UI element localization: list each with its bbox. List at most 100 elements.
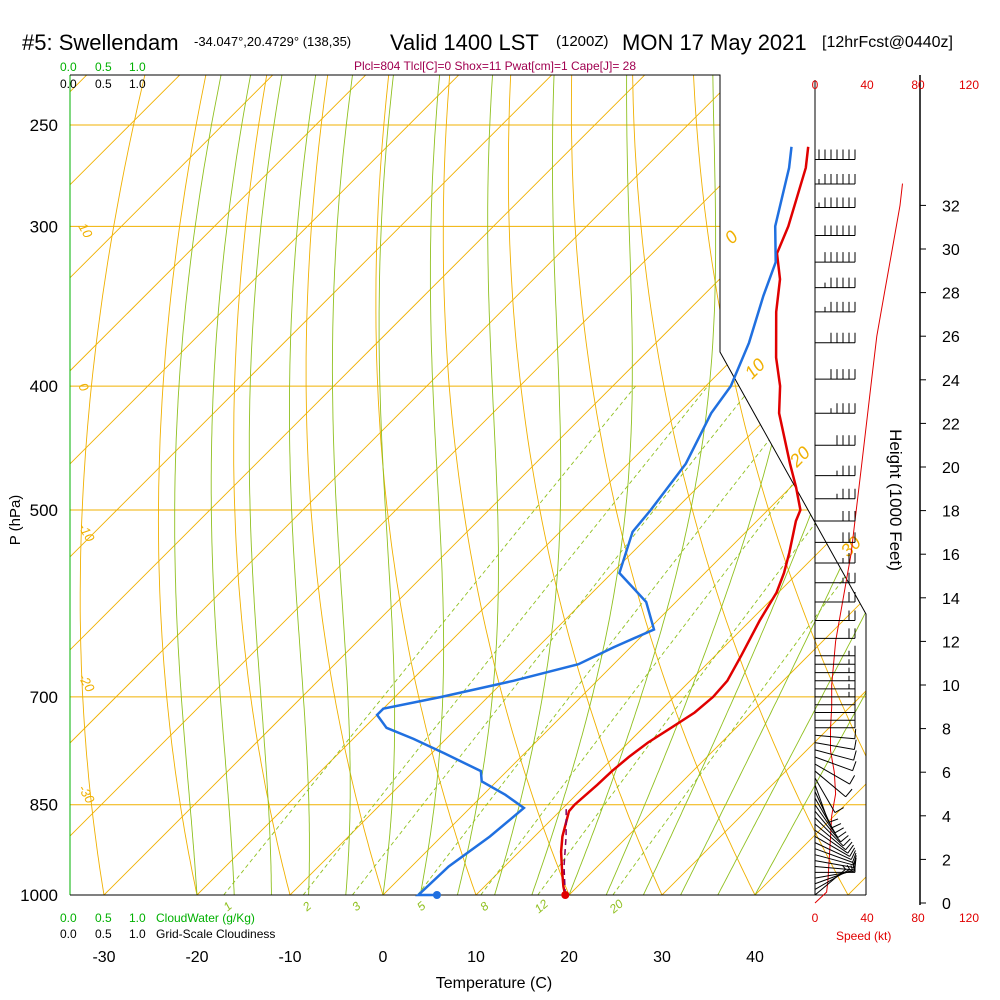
moist-adiabat-line [680,75,866,895]
plot-frame [69,74,867,896]
mixing-ratio-label: 2 [299,899,314,915]
utc-time: (1200Z) [556,33,609,50]
wind-barb-flag [852,852,857,863]
wind-barb [814,866,855,871]
temperature-tick-label: -10 [278,949,301,966]
height-tick-label: 26 [942,329,960,346]
height-tick-label: 20 [942,460,960,477]
height-tick-label: 10 [942,678,960,695]
wind-barb-flag [847,844,854,854]
dry-adiabat-label: 10 [75,220,96,241]
dry-adiabat-line [631,75,864,895]
isotherm-line [289,75,866,895]
wind-barb-flag [854,728,857,739]
mixing-ratio-line [417,385,812,895]
temperature-tick-label: -30 [92,949,115,966]
dry-adiabat-line [507,75,675,895]
wind-barb-flag [842,838,851,847]
cw-tick-top: 0.5 [95,60,112,74]
wind-barb-flag [828,818,839,823]
temperature-tick-label: 40 [746,949,764,966]
x-axis-label: Temperature (C) [436,975,552,992]
dry-adiabat-label: -10 [75,520,98,544]
moist-adiabat-line [531,75,633,895]
cw-tick-bottom: 0.5 [95,911,112,925]
speed-tick-bottom: 0 [812,911,819,925]
dry-adiabat-line [749,75,866,895]
cloud-tick-bottom: 0.0 [60,927,77,941]
cw-tick-top: 0.0 [60,60,77,74]
temperature-line [559,146,810,896]
moist-adiabat-line [568,75,717,895]
station-coords: -34.047°,20.4729° (138,35) [194,34,351,49]
series [375,146,810,899]
mixing-ratio-label: 12 [532,896,551,916]
wind-barb-flag [853,739,857,750]
dry-adiabat-label: 0 [75,380,92,394]
moist-adiabat-line [717,75,866,895]
height-tick-label: 24 [942,373,960,390]
height-tick-label: 2 [942,852,951,869]
cloud-tick-bottom: 0.5 [95,927,112,941]
isotherm-line [70,75,347,895]
dry-adiabat-line [375,75,487,895]
wind-barb-flag [853,855,857,866]
height-tick-label: 0 [942,896,951,913]
wind-barb-flag [853,750,857,761]
dry-adiabat-label: 0 [721,227,742,248]
dewpoint-line [375,146,793,897]
temperature-tick-label: 0 [379,949,388,966]
height-tick-label: 28 [942,286,960,303]
moist-adiabat-line [605,75,815,895]
isotherm-line [847,75,866,895]
mixing-ratio-line [537,385,866,895]
isotherm-line [661,75,866,895]
y-axis-label-pressure: P (hPa) [7,495,24,546]
wind-barb [814,810,842,843]
wind-barb-flag [837,831,847,838]
wind-barb-flag [840,835,849,843]
dry-adiabat-line [233,75,298,895]
wind-barb [814,742,855,751]
dry-adiabat-line [570,75,770,895]
temperature-tick-label: -20 [185,949,208,966]
height-tick-label: 22 [942,416,960,433]
parcel-line [563,804,567,896]
height-tick-label: 6 [942,765,951,782]
cloud-tick-top: 1.0 [129,77,146,91]
wind-barb-flag [834,807,844,814]
wind-barb-flag [853,857,857,868]
wind-barb [814,770,846,798]
speed-tick-top: 40 [860,78,874,92]
wind-barb-flag [852,761,857,771]
isotherm-line [70,75,719,895]
stability-indices: Plcl=804 Tlcl[C]=0 Shox=11 Pwat[cm]=1 Ca… [354,59,636,73]
wind-barb [814,823,846,851]
wind-barb-flag [849,775,856,785]
pressure-tick-label: 850 [30,796,58,815]
wind-barb [814,784,830,823]
wind-barb-flag [834,827,844,834]
cw-tick-top: 1.0 [129,60,146,74]
speed-tick-bottom: 120 [959,911,979,925]
pressure-tick-label: 300 [30,217,58,236]
height-tick-label: 12 [942,634,960,651]
wind-barb [814,749,854,761]
cloudiness-label: Grid-Scale Cloudiness [156,927,275,941]
moist-adiabat-line [289,75,329,895]
isotherm-line [941,1,1000,895]
isotherm-line [382,75,866,895]
y-axis-label-height: Height (1000 Feet) [886,429,905,571]
wind-barb [814,777,836,813]
pressure-tick-label: 700 [30,688,58,707]
mixing-ratio-label: 5 [414,899,428,914]
moist-adiabat-line [419,75,449,895]
height-tick-label: 18 [942,504,960,521]
wind-barb-flag [845,841,853,851]
mixing-ratio-line [612,385,866,895]
moist-adiabat-line [331,75,365,895]
wind-barb [814,854,854,866]
